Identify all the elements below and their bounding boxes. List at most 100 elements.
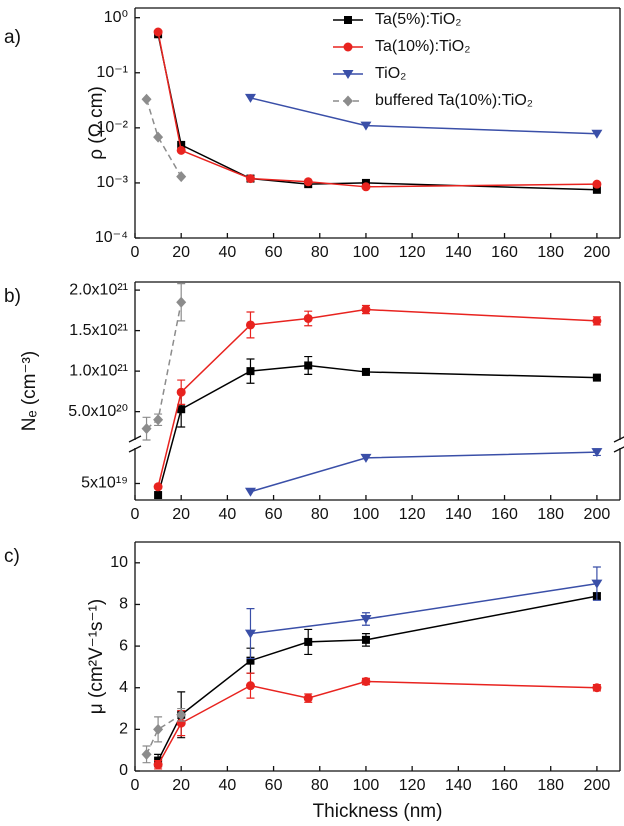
x-tick-label: 80 bbox=[311, 777, 329, 794]
x-tick-label: 100 bbox=[353, 244, 380, 261]
x-tick-label: 140 bbox=[445, 777, 472, 794]
y-tick-label: 10⁻³ bbox=[96, 174, 128, 191]
legend-label: buffered Ta(10%):TiO₂ bbox=[375, 92, 533, 109]
data-point bbox=[591, 129, 603, 139]
data-point bbox=[153, 760, 163, 770]
data-point bbox=[246, 367, 255, 376]
data-point bbox=[244, 629, 256, 639]
data-point bbox=[245, 320, 255, 330]
panel-label: c) bbox=[4, 546, 20, 567]
x-tick-label: 140 bbox=[445, 244, 472, 261]
data-point bbox=[592, 683, 602, 693]
series-line bbox=[157, 680, 597, 766]
x-tick-label: 60 bbox=[265, 506, 283, 523]
y-tick-label: 2 bbox=[119, 721, 128, 738]
x-tick-label: 120 bbox=[399, 777, 426, 794]
y-tick-label: 10⁰ bbox=[104, 9, 128, 26]
data-point bbox=[591, 448, 603, 458]
data-point bbox=[360, 121, 372, 131]
legend-marker bbox=[342, 70, 354, 79]
data-point bbox=[176, 709, 187, 721]
data-point bbox=[361, 676, 371, 686]
x-tick-label: 160 bbox=[491, 777, 518, 794]
data-point bbox=[141, 93, 152, 105]
x-tick-label: 40 bbox=[218, 244, 236, 261]
data-point bbox=[153, 27, 163, 37]
legend-label: Ta(5%):TiO₂ bbox=[375, 11, 462, 28]
series-line bbox=[157, 364, 597, 496]
x-tick-label: 200 bbox=[584, 506, 611, 523]
data-point bbox=[176, 296, 187, 308]
data-point bbox=[177, 405, 186, 414]
legend-label: Ta(10%):TiO₂ bbox=[375, 38, 470, 55]
data-point bbox=[304, 637, 313, 646]
axis-break bbox=[613, 446, 624, 453]
y-tick-label: 8 bbox=[119, 596, 128, 613]
data-point bbox=[153, 131, 164, 143]
series-line bbox=[145, 714, 182, 755]
data-point bbox=[360, 453, 372, 463]
data-point bbox=[141, 748, 152, 760]
x-tick-label: 0 bbox=[131, 506, 140, 523]
data-point bbox=[153, 414, 164, 426]
y-tick-label: 4 bbox=[119, 679, 128, 696]
x-tick-label: 60 bbox=[265, 244, 283, 261]
x-tick-label: 20 bbox=[172, 506, 190, 523]
data-point bbox=[592, 316, 602, 326]
legend-marker bbox=[343, 95, 353, 107]
x-tick-label: 120 bbox=[399, 244, 426, 261]
legend-marker bbox=[344, 16, 352, 24]
x-tick-label: 160 bbox=[491, 506, 518, 523]
data-point bbox=[154, 491, 163, 500]
y-tick-label: 10⁻⁴ bbox=[95, 229, 128, 246]
data-point bbox=[361, 635, 370, 644]
series-line bbox=[146, 302, 182, 430]
x-tick-label: 80 bbox=[311, 506, 329, 523]
y-tick-label: 5x10¹⁹ bbox=[81, 475, 128, 492]
data-point bbox=[592, 373, 601, 382]
panel-label: b) bbox=[4, 286, 21, 307]
y-tick-label: 0 bbox=[119, 762, 128, 779]
x-tick-label: 0 bbox=[131, 777, 140, 794]
series-line bbox=[157, 595, 598, 761]
series-line bbox=[157, 34, 597, 191]
series-line bbox=[157, 31, 597, 188]
data-point bbox=[303, 313, 313, 323]
data-point bbox=[244, 487, 256, 497]
panel-label: a) bbox=[4, 27, 21, 48]
data-point bbox=[361, 305, 371, 315]
legend-marker bbox=[343, 42, 353, 52]
x-tick-label: 140 bbox=[445, 506, 472, 523]
x-tick-label: 180 bbox=[537, 506, 564, 523]
data-point bbox=[592, 179, 602, 189]
x-tick-label: 60 bbox=[265, 777, 283, 794]
y-axis-title: μ (cm²V⁻¹s⁻¹) bbox=[86, 599, 107, 714]
data-point bbox=[303, 693, 313, 703]
data-point bbox=[591, 579, 603, 589]
y-tick-label: 10⁻¹ bbox=[96, 64, 128, 81]
x-tick-label: 20 bbox=[172, 244, 190, 261]
x-tick-label: 100 bbox=[353, 777, 380, 794]
x-axis-title: Thickness (nm) bbox=[313, 801, 443, 822]
x-tick-label: 40 bbox=[218, 777, 236, 794]
series-line bbox=[250, 451, 597, 493]
data-point bbox=[244, 93, 256, 103]
y-tick-label: 6 bbox=[119, 637, 128, 654]
x-tick-label: 20 bbox=[172, 777, 190, 794]
data-point bbox=[361, 367, 370, 376]
axis-break bbox=[613, 436, 624, 443]
x-tick-label: 200 bbox=[584, 244, 611, 261]
y-tick-label: 1.0x10²¹ bbox=[69, 362, 128, 379]
data-point bbox=[176, 145, 186, 155]
data-point bbox=[361, 182, 371, 192]
x-tick-label: 180 bbox=[537, 777, 564, 794]
data-point bbox=[153, 723, 164, 735]
y-tick-label: 10 bbox=[110, 554, 128, 571]
x-tick-label: 80 bbox=[311, 244, 329, 261]
x-tick-label: 100 bbox=[353, 506, 380, 523]
series-line bbox=[250, 582, 598, 635]
data-point bbox=[141, 423, 152, 435]
data-point bbox=[304, 361, 313, 370]
x-tick-label: 180 bbox=[537, 244, 564, 261]
